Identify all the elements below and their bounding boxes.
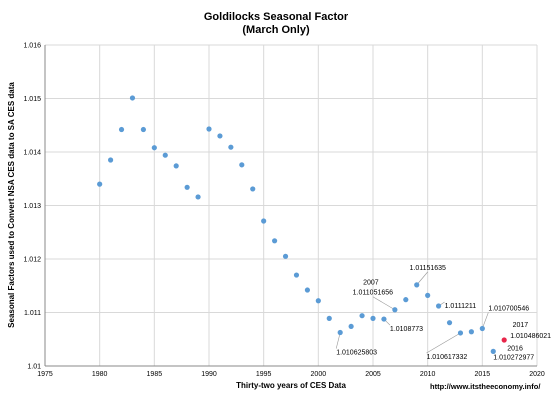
annotation-leader-line bbox=[372, 296, 396, 310]
y-tick-label: 1.013 bbox=[23, 203, 41, 210]
x-tick-label: 1990 bbox=[201, 371, 217, 378]
data-point bbox=[261, 218, 267, 224]
data-point bbox=[184, 184, 190, 190]
data-point bbox=[468, 329, 474, 335]
data-point bbox=[490, 348, 496, 354]
data-point bbox=[337, 329, 343, 336]
x-tick-label: 2020 bbox=[529, 371, 545, 378]
data-annotation: 1.01151635 bbox=[409, 265, 446, 272]
data-annotation: 2016 bbox=[507, 345, 523, 352]
data-point bbox=[97, 181, 103, 187]
data-point bbox=[359, 313, 365, 319]
data-point bbox=[108, 157, 114, 163]
data-point bbox=[446, 320, 453, 326]
x-tick-label: 1995 bbox=[256, 371, 272, 378]
data-point bbox=[140, 126, 146, 133]
data-annotation: 1.010625803 bbox=[336, 350, 377, 357]
data-point bbox=[425, 292, 431, 298]
x-tick-label: 1985 bbox=[147, 371, 163, 378]
data-point bbox=[392, 307, 398, 313]
data-point bbox=[348, 323, 354, 330]
y-tick-label: 1.01 bbox=[27, 364, 41, 371]
data-point bbox=[457, 330, 464, 336]
x-tick-label: 2015 bbox=[475, 371, 491, 378]
data-point bbox=[129, 95, 136, 101]
data-point bbox=[151, 145, 157, 151]
y-tick-label: 1.011 bbox=[24, 310, 41, 317]
x-axis-title: Thirty-two years of CES Data bbox=[236, 381, 346, 390]
y-tick-label: 1.016 bbox=[23, 43, 41, 50]
annotation-leader-line bbox=[426, 332, 461, 354]
annotation-leader-line bbox=[416, 271, 428, 286]
y-tick-label: 1.015 bbox=[23, 96, 41, 103]
x-tick-label: 1975 bbox=[37, 371, 53, 378]
data-annotation: 1.010617332 bbox=[426, 354, 467, 361]
data-point bbox=[250, 186, 256, 192]
source-credit: http://www.itstheeconomy.info/ bbox=[430, 382, 541, 391]
data-annotation: 1.011051656 bbox=[353, 290, 393, 297]
chart-subtitle: (March Only) bbox=[242, 24, 310, 36]
data-point bbox=[370, 315, 376, 321]
y-tick-label: 1.012 bbox=[23, 257, 41, 264]
y-axis-title: Seasonal Factors used to Convert NSA CES… bbox=[7, 82, 16, 328]
data-point bbox=[436, 303, 442, 309]
data-point bbox=[293, 272, 300, 278]
data-point bbox=[228, 144, 234, 150]
data-point bbox=[282, 253, 289, 259]
x-tick-label: 2005 bbox=[365, 371, 381, 378]
data-annotation: 1.010486021 bbox=[510, 333, 551, 340]
data-point bbox=[173, 163, 179, 169]
data-points bbox=[97, 95, 507, 354]
x-tick-label: 2000 bbox=[311, 371, 327, 378]
data-point bbox=[326, 315, 332, 321]
data-point bbox=[272, 238, 278, 244]
data-annotation: 1.010700546 bbox=[488, 306, 529, 313]
data-point bbox=[479, 325, 485, 332]
data-point bbox=[315, 298, 321, 304]
data-annotation: 2017 bbox=[513, 322, 529, 329]
data-point bbox=[195, 194, 201, 200]
annotation-leader-line bbox=[335, 332, 341, 349]
data-annotation: 1.010272977 bbox=[493, 354, 534, 361]
x-tick-label: 2010 bbox=[420, 371, 436, 378]
x-tick-label: 1980 bbox=[92, 371, 108, 378]
data-point bbox=[403, 297, 409, 303]
data-point bbox=[414, 282, 420, 288]
data-point bbox=[206, 126, 212, 132]
data-annotations: 1.010625803 1.0108773 2007 1.011051656 1.011… bbox=[336, 265, 551, 362]
data-point bbox=[381, 316, 387, 322]
data-point bbox=[304, 287, 310, 293]
data-point bbox=[118, 126, 125, 133]
chart-title: Goldilocks Seasonal Factor bbox=[204, 11, 349, 23]
y-tick-label: 1.014 bbox=[23, 150, 41, 157]
data-annotation: 1.0108773 bbox=[390, 326, 423, 333]
data-point bbox=[217, 133, 223, 139]
data-annotation: 1.0111211 bbox=[445, 303, 477, 310]
data-point bbox=[162, 152, 168, 158]
annotation-leader-line bbox=[482, 312, 489, 329]
data-point bbox=[239, 162, 245, 168]
data-point-2017 bbox=[501, 337, 507, 343]
gridlines bbox=[45, 44, 538, 366]
tick-labels: 1.01 1.011 1.012 1.013 1.014 1.015 1.016 1975 19… bbox=[23, 43, 544, 379]
data-annotation: 2007 bbox=[363, 280, 379, 287]
